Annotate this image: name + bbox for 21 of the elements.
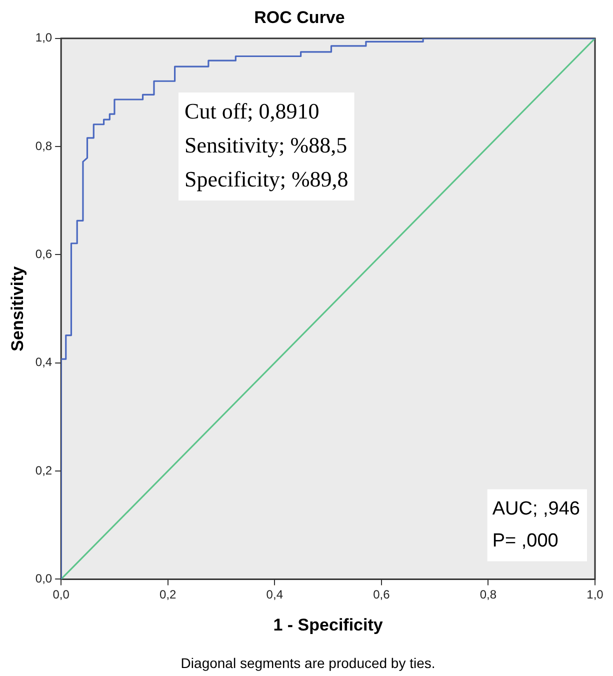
y-tick-label: 1,0 — [35, 30, 52, 45]
x-axis-title: 1 - Specificity — [273, 615, 384, 634]
x-tick-label: 0,4 — [266, 588, 284, 602]
annotation: P= ,000 — [492, 530, 558, 552]
y-tick-label: 0,0 — [35, 572, 52, 586]
text: Diagonal segments are produced by ties. — [180, 654, 436, 671]
x-tick-label: 0,2 — [160, 588, 177, 602]
x-tick-label: 0,8 — [480, 588, 497, 602]
y-tick-label: 0,2 — [35, 463, 52, 478]
x-tick-label: 0,0 — [52, 588, 70, 602]
y-tick-label: 0,8 — [35, 138, 52, 153]
annotation: Sensitivity; %88,5 — [184, 132, 348, 158]
y-tick-label: 0,6 — [35, 247, 52, 262]
annotation: Cut off; 0,8910 — [184, 98, 320, 124]
annotation: Specificity; %89,8 — [184, 166, 348, 192]
chart-title: ROC Curve — [254, 8, 345, 27]
y-tick-label: 0,4 — [35, 355, 52, 370]
x-tick-label: 1,0 — [586, 588, 604, 602]
x-tick-label: 0,6 — [373, 588, 390, 602]
y-axis-title: Sensitivity — [8, 266, 27, 352]
annotation: AUC; ,946 — [492, 498, 580, 520]
